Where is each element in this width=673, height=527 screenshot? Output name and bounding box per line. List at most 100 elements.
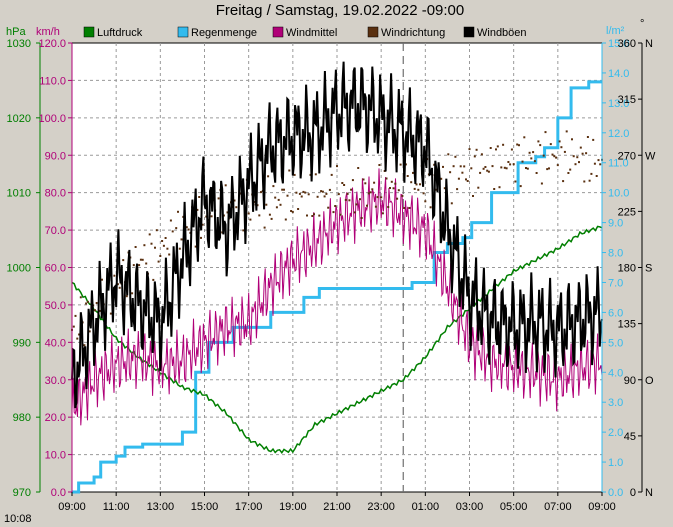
windrichtung-point	[585, 152, 588, 155]
rain-tick-label: 15.0	[608, 38, 629, 50]
windrichtung-point	[466, 180, 469, 182]
windrichtung-point	[477, 186, 480, 189]
windrichtung-point	[118, 286, 121, 289]
direction-tick-label: 225	[618, 206, 636, 218]
legend-swatch	[367, 26, 379, 38]
direction-tick-label: 180	[618, 263, 636, 275]
windrichtung-point	[353, 211, 356, 214]
windrichtung-point	[320, 190, 323, 193]
legend-label: Luftdruck	[97, 27, 143, 39]
windrichtung-point	[560, 146, 563, 149]
windrichtung-point	[548, 167, 550, 170]
windrichtung-point	[502, 143, 505, 146]
windrichtung-point	[378, 164, 381, 166]
compass-label: N	[645, 38, 653, 50]
windrichtung-point	[555, 156, 558, 159]
rain-tick-label: 10.0	[608, 188, 629, 200]
legend-swatch	[177, 26, 189, 38]
windrichtung-point	[447, 153, 450, 156]
windrichtung-point	[327, 206, 330, 209]
windrichtung-point	[385, 177, 388, 180]
windrichtung-point	[516, 143, 519, 146]
windrichtung-point	[357, 167, 360, 169]
windrichtung-point	[465, 178, 467, 181]
pressure-tick-label: 1010	[7, 188, 31, 200]
windrichtung-point	[154, 246, 156, 249]
windrichtung-point	[180, 238, 183, 241]
windrichtung-point	[472, 195, 474, 197]
windrichtung-point	[574, 163, 577, 166]
windrichtung-point	[578, 161, 580, 164]
windrichtung-point	[412, 171, 414, 174]
windrichtung-point	[525, 167, 527, 169]
windrichtung-point	[198, 196, 201, 198]
windrichtung-point	[316, 195, 319, 198]
windrichtung-point	[456, 188, 459, 191]
legend-label: Windmittel	[286, 27, 337, 39]
windrichtung-point	[461, 171, 464, 174]
windrichtung-point	[540, 182, 543, 185]
wind-tick-label: 120.0	[38, 38, 66, 50]
windrichtung-point	[177, 210, 179, 213]
x-tick-label: 07:00	[544, 501, 572, 513]
windrichtung-point	[161, 240, 164, 242]
x-tick-label: 21:00	[323, 501, 351, 513]
windrichtung-point	[116, 283, 119, 286]
windrichtung-point	[307, 193, 310, 196]
unit-direction: °	[640, 18, 644, 30]
windrichtung-point	[343, 184, 346, 186]
windrichtung-point	[72, 325, 75, 328]
windrichtung-point	[323, 195, 326, 198]
windrichtung-point	[304, 191, 307, 194]
windrichtung-point	[79, 296, 82, 299]
windrichtung-point	[449, 171, 452, 174]
series-regenmenge	[72, 80, 602, 494]
legend-label: Windböen	[477, 27, 527, 39]
windrichtung-point	[553, 155, 556, 158]
pressure-tick-label: 1020	[7, 113, 31, 125]
windrichtung-point	[422, 192, 425, 195]
windrichtung-point	[588, 179, 591, 182]
windrichtung-point	[503, 166, 506, 169]
windrichtung-point	[394, 182, 397, 185]
windrichtung-point	[586, 136, 589, 138]
windrichtung-point	[454, 155, 457, 158]
windrichtung-point	[272, 185, 275, 188]
windrichtung-point	[530, 157, 533, 160]
direction-tick-label: 0	[630, 487, 636, 499]
windrichtung-point	[551, 153, 554, 156]
windrichtung-point	[295, 191, 298, 194]
windrichtung-point	[334, 205, 337, 207]
windrichtung-point	[360, 217, 363, 219]
windrichtung-point	[569, 168, 572, 171]
grid	[72, 43, 602, 492]
rain-tick-label: 13.0	[608, 98, 629, 110]
windrichtung-point	[101, 278, 103, 281]
windrichtung-point	[408, 207, 411, 209]
windrichtung-point	[387, 206, 390, 208]
windrichtung-point	[396, 197, 399, 200]
windrichtung-point	[201, 223, 204, 226]
series-windboeen	[71, 61, 603, 409]
windrichtung-point	[406, 175, 409, 177]
windrichtung-point	[86, 300, 89, 303]
windrichtung-point	[576, 156, 579, 159]
x-tick-label: 09:00	[588, 501, 616, 513]
windrichtung-point	[389, 187, 391, 189]
wind-tick-label: 10.0	[45, 450, 66, 462]
windrichtung-point	[185, 226, 188, 229]
windrichtung-point	[157, 260, 160, 263]
legend-label: Regenmenge	[191, 27, 257, 39]
windrichtung-point	[463, 165, 466, 168]
windrichtung-point	[523, 136, 526, 139]
rain-tick-label: 12.0	[608, 128, 629, 140]
x-tick-label: 17:00	[235, 501, 263, 513]
rain-tick-label: 7.0	[608, 277, 623, 289]
windrichtung-point	[131, 292, 134, 295]
wind-tick-label: 20.0	[45, 412, 66, 424]
windrichtung-point	[442, 165, 444, 168]
windrichtung-point	[318, 214, 321, 217]
windrichtung-point	[450, 202, 453, 205]
windrichtung-point	[366, 204, 368, 207]
